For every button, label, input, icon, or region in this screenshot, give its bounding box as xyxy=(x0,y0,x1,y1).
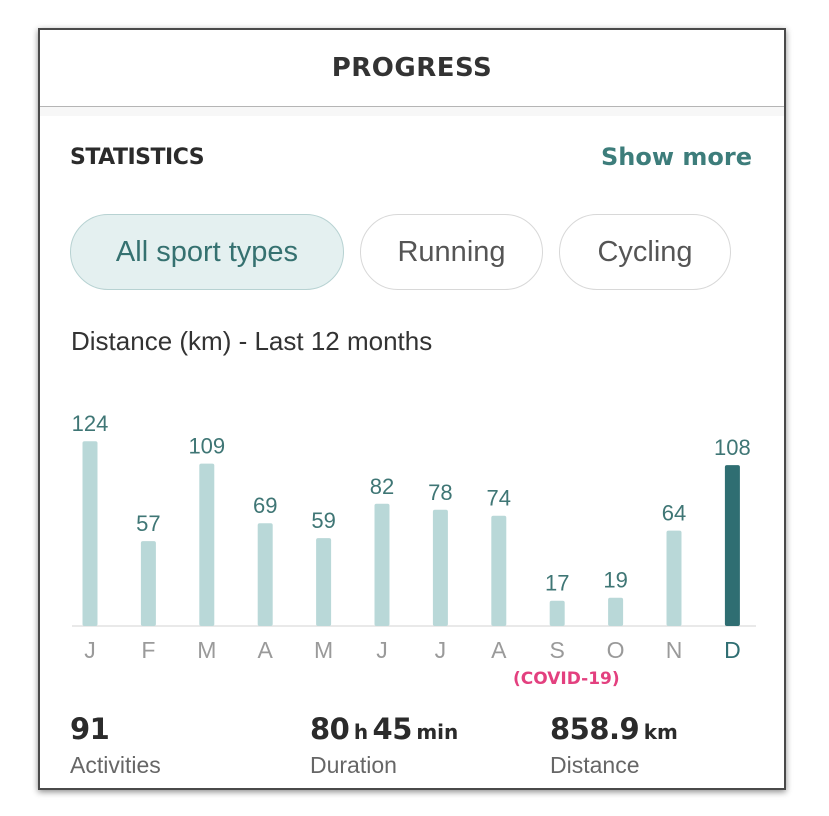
bar-11[interactable] xyxy=(724,465,740,626)
month-tick-label-8: S xyxy=(550,637,565,663)
bar-2[interactable] xyxy=(199,463,215,626)
month-tick-label-10: N xyxy=(666,637,683,663)
bar-value-label-8: 17 xyxy=(545,571,569,596)
month-tick-label-6: J xyxy=(435,637,447,663)
duration-hours: 80 xyxy=(310,712,350,746)
progress-card: PROGRESS STATISTICS Show more All sport … xyxy=(38,28,786,790)
bar-value-label-6: 78 xyxy=(428,480,452,505)
distance-unit: km xyxy=(643,720,678,744)
bar-value-label-5: 82 xyxy=(370,474,394,499)
bar-8[interactable] xyxy=(549,600,565,626)
distance-bar-chart: 124 J 57 F 109 M 69 A 59 M 82 J 78 J 74 A 17 S 19 O 64 N 108 D xyxy=(72,411,756,663)
statistics-section: STATISTICS Show more All sport types Run… xyxy=(40,116,784,788)
month-tick-label-11: D xyxy=(724,637,741,663)
bar-3[interactable] xyxy=(257,523,273,626)
bar-9[interactable] xyxy=(608,597,624,626)
bar-5[interactable] xyxy=(374,503,390,626)
bar-value-label-9: 19 xyxy=(603,568,627,593)
bar-value-label-7: 74 xyxy=(487,486,511,511)
month-tick-label-7: A xyxy=(491,637,507,663)
bar-7[interactable] xyxy=(491,515,507,626)
duration-minutes: 45 xyxy=(372,712,413,746)
summary-activities: 91 Activities xyxy=(70,712,161,779)
duration-hours-unit: h xyxy=(353,720,369,744)
month-tick-label-3: A xyxy=(258,637,274,663)
distance-caption: Distance xyxy=(550,752,640,778)
bar-4[interactable] xyxy=(316,538,332,626)
month-tick-label-0: J xyxy=(84,637,96,663)
bar-value-label-10: 64 xyxy=(662,501,686,526)
month-tick-label-1: F xyxy=(141,637,155,663)
filter-chip-cycling[interactable]: Cycling xyxy=(559,214,731,290)
page-title: PROGRESS xyxy=(331,53,493,83)
bar-value-label-0: 124 xyxy=(72,411,109,436)
bar-value-label-1: 57 xyxy=(136,511,160,536)
duration-minutes-unit: min xyxy=(416,720,459,744)
summary-distance: 858.9 km Distance xyxy=(550,712,678,779)
bar-value-label-4: 59 xyxy=(311,508,335,533)
filter-chip-all-sport-types[interactable]: All sport types xyxy=(70,214,344,290)
header: PROGRESS xyxy=(40,30,784,107)
month-tick-label-5: J xyxy=(376,637,388,663)
bar-1[interactable] xyxy=(140,541,156,626)
bar-value-label-3: 69 xyxy=(253,493,277,518)
bar-value-label-2: 109 xyxy=(188,434,225,459)
activities-caption: Activities xyxy=(70,752,161,778)
filter-chip-running[interactable]: Running xyxy=(360,214,543,290)
covid-annotation: (COVID-19) xyxy=(513,669,620,689)
summary-duration: 80 h 45 min Duration xyxy=(310,712,458,779)
show-more-link[interactable]: Show more xyxy=(601,143,752,171)
bar-6[interactable] xyxy=(432,509,448,626)
month-tick-label-2: M xyxy=(197,637,216,663)
activities-value: 91 xyxy=(70,712,110,746)
distance-value: 858.9 xyxy=(550,712,640,746)
bar-10[interactable] xyxy=(666,530,682,626)
month-tick-label-4: M xyxy=(314,637,333,663)
statistics-title: STATISTICS xyxy=(70,145,205,170)
bar-0[interactable] xyxy=(82,441,98,626)
chart-title: Distance (km) - Last 12 months xyxy=(71,326,433,356)
bar-value-label-11: 108 xyxy=(714,435,751,460)
month-tick-label-9: O xyxy=(607,637,625,663)
duration-caption: Duration xyxy=(310,752,397,778)
